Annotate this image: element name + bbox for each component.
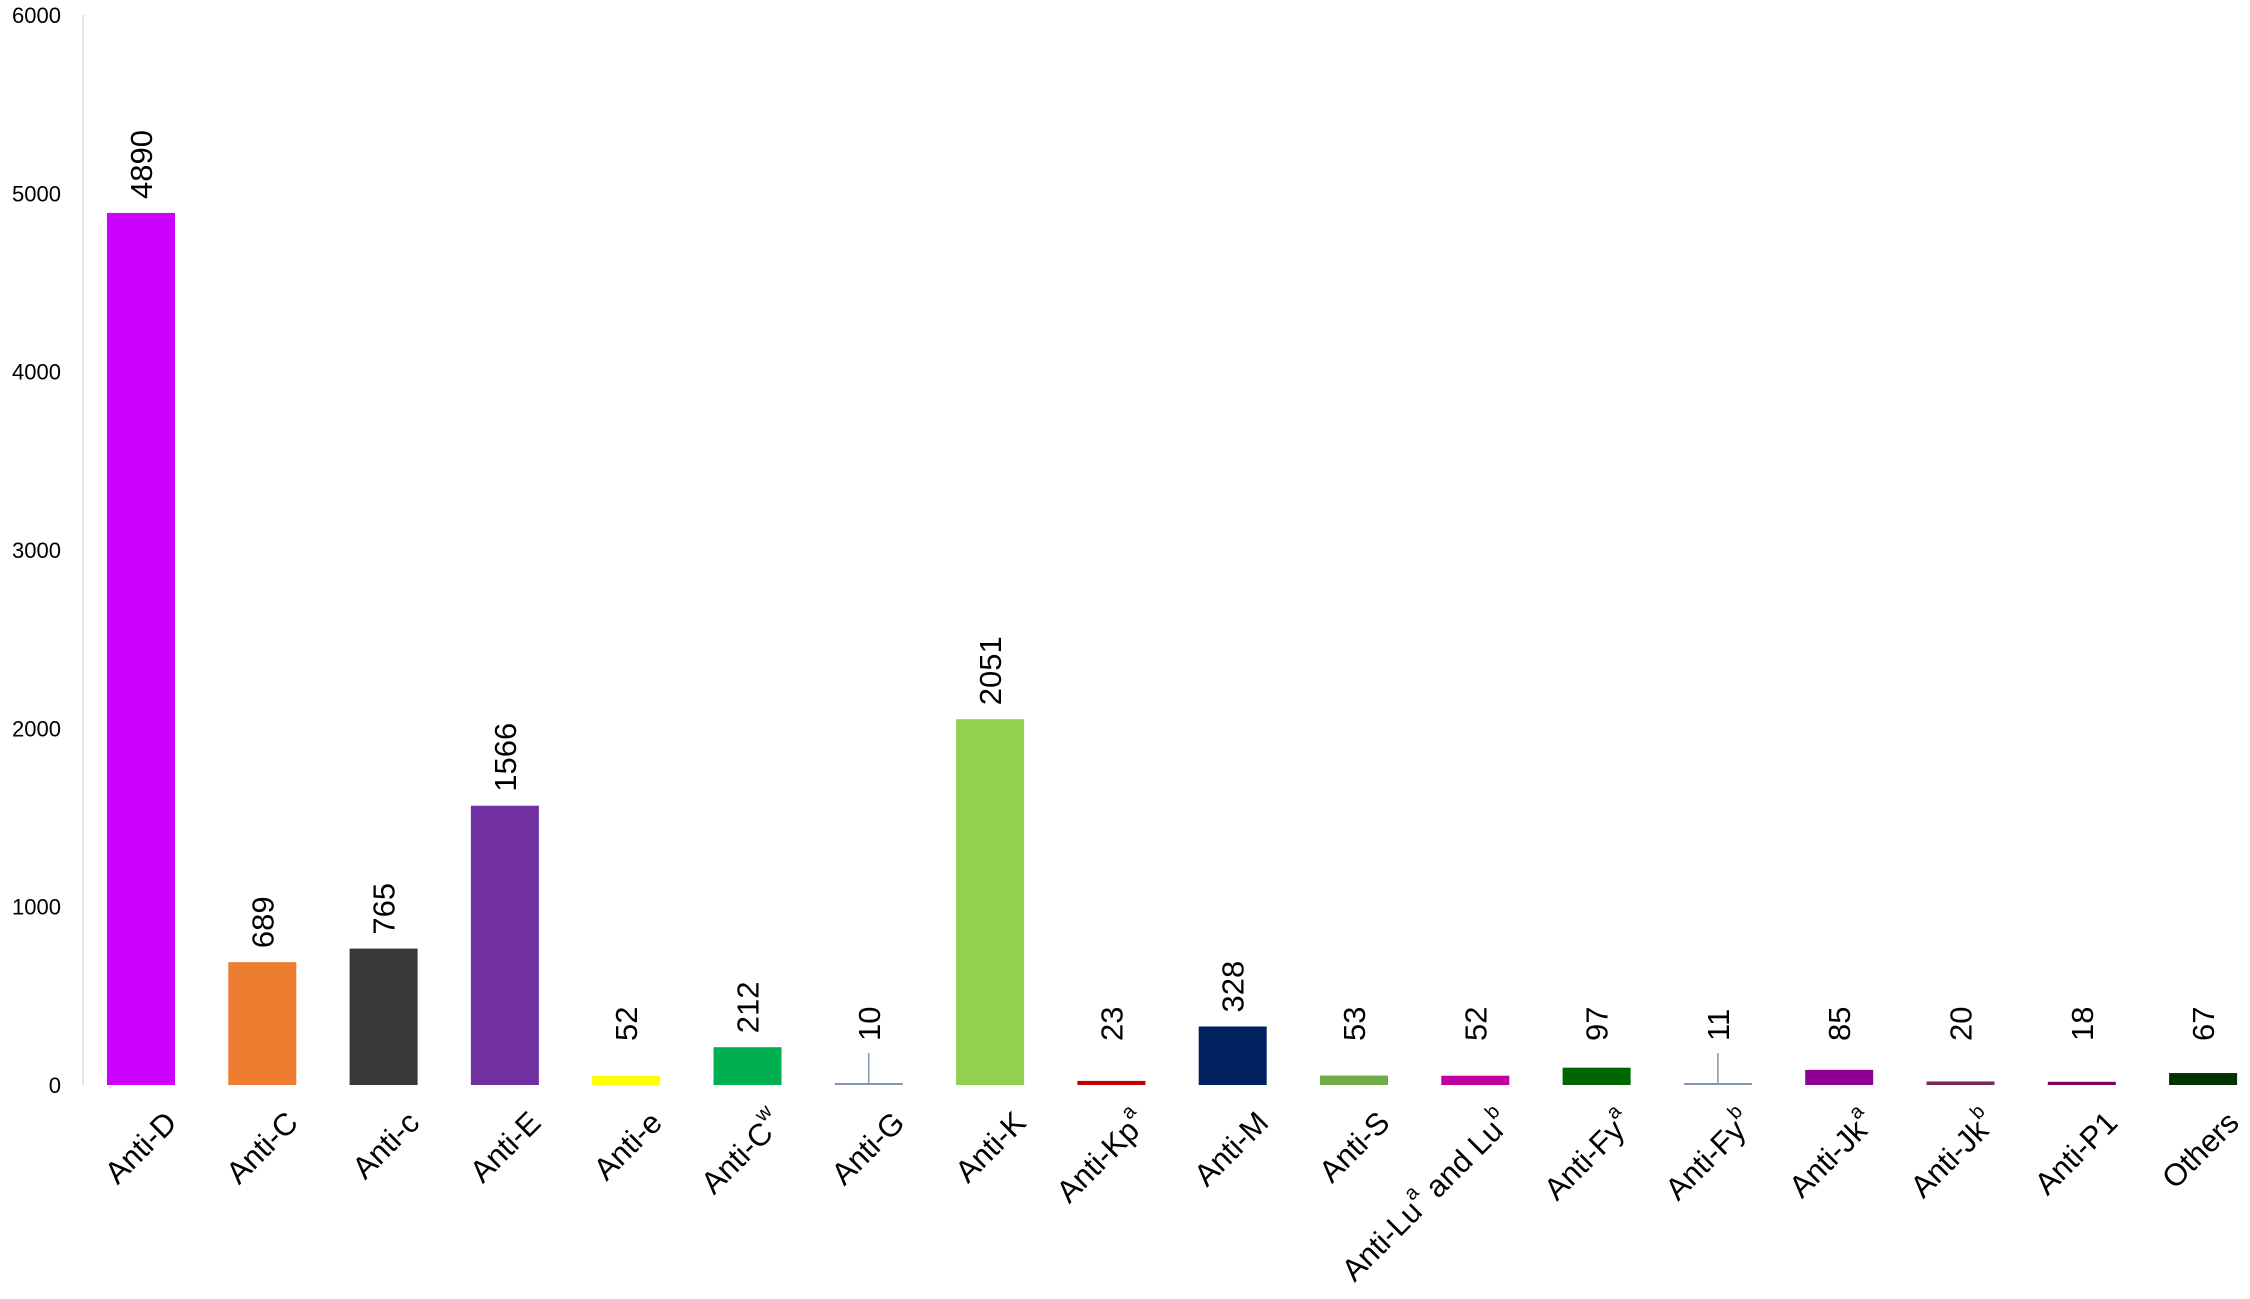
category-label: Anti-M [1187,1105,1275,1193]
category-label-text: and Lu [1412,1113,1510,1211]
y-tick-label: 4000 [12,360,61,385]
category-label-text: Anti-C [219,1105,305,1191]
y-axis: 0 1000 2000 3000 4000 5000 6000 [12,3,84,1098]
data-label: 97 [1580,1007,1615,1041]
data-label: 85 [1822,1007,1857,1041]
category-label-text: Anti-P1 [2028,1105,2125,1202]
y-tick-label: 2000 [12,716,61,741]
category-label-text: Anti-G [825,1105,912,1192]
category-label-text: Anti-Kp [1050,1113,1147,1210]
category-label-text: Anti-c [346,1105,427,1186]
bar [2047,1081,2116,1085]
y-tick-label: 3000 [12,538,61,563]
category-label: Anti-e [587,1105,669,1187]
category-label-text: Anti-Jk [1782,1113,1874,1205]
bar [1562,1067,1631,1085]
category-label-text: Anti-Lu [1335,1194,1429,1288]
bar [592,1075,661,1085]
bar [470,805,539,1085]
category-label: Anti-K [948,1105,1033,1190]
bar [1441,1075,1510,1085]
bar [1926,1081,1995,1085]
data-label: 1566 [488,723,523,792]
category-label-text: Anti-S [1312,1105,1396,1189]
data-label: 18 [2065,1007,2100,1041]
data-label: 765 [367,883,402,935]
category-label-text: Others [2155,1105,2246,1196]
category-labels: Anti-D Anti-C Anti-c Anti-E Anti-e Anti-Cw Ant… [98,1100,2246,1289]
data-label: 10 [852,1007,887,1041]
bars [107,212,2238,1085]
category-label-text: Anti-Fy [1659,1113,1754,1208]
category-label: Anti-P1 [2028,1105,2125,1202]
category-label: Anti-Jka [1778,1100,1883,1205]
y-tick-label: 5000 [12,181,61,206]
category-label-text: Anti-Jk [1904,1113,1996,1205]
category-label: Others [2155,1105,2246,1196]
category-label-text: Anti-D [98,1105,184,1191]
bar [1683,1083,1752,1085]
bar [1320,1075,1388,1085]
data-label: 52 [609,1007,644,1041]
category-label: Anti-G [825,1105,912,1192]
data-labels: 4890 689 765 1566 52 212 10 2051 23 328 53 52 97 11 85… [124,130,2221,1041]
category-label: Anti-D [98,1105,184,1191]
data-label: 328 [1216,961,1251,1013]
category-label-text: Anti-e [587,1105,669,1187]
bar [956,719,1025,1085]
data-label: 4890 [124,130,159,199]
category-label-text: Anti-M [1187,1105,1275,1193]
category-label: Anti-c [346,1105,427,1186]
category-label: Anti-Cw [690,1100,791,1201]
data-label: 53 [1337,1007,1372,1041]
category-label: Anti-Fya [1533,1100,1640,1207]
data-label: 2051 [973,636,1008,705]
data-label: 23 [1094,1007,1129,1041]
bar [713,1047,782,1085]
data-label: 67 [2186,1007,2221,1041]
category-label: Anti-S [1312,1105,1396,1189]
data-label: 212 [731,981,766,1033]
data-label: 689 [245,896,280,948]
data-label: 20 [1944,1007,1979,1041]
bar [2169,1073,2238,1085]
category-label-text: Anti-E [463,1105,547,1189]
bar [1805,1069,1874,1085]
category-label-text: Anti-K [948,1105,1033,1190]
bar [1077,1080,1146,1085]
y-tick-label: 0 [49,1073,61,1098]
bar [1198,1026,1267,1085]
category-label-text: Anti-C [694,1115,780,1201]
y-tick-label: 1000 [12,895,61,920]
bar [834,1083,903,1085]
category-label: Anti-E [463,1105,547,1189]
category-label: Anti-Kpa [1045,1100,1155,1210]
bar [228,962,297,1085]
data-label: 11 [1701,1009,1736,1041]
category-label: Anti-Fyb [1654,1100,1761,1207]
bar [107,212,175,1085]
data-label: 52 [1458,1007,1493,1041]
category-label: Anti-Jkb [1899,1100,2003,1204]
category-label-text: Anti-Fy [1537,1113,1632,1208]
category-label: Anti-C [219,1105,305,1191]
bar [349,948,418,1085]
y-tick-label: 6000 [12,3,61,28]
